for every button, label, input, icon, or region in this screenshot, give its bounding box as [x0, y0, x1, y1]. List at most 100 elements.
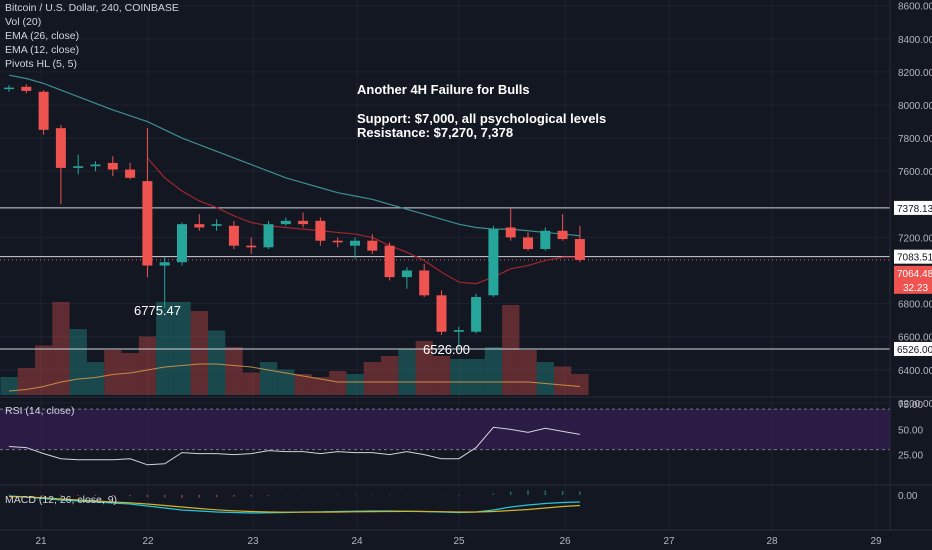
- candle-body: [21, 86, 32, 91]
- rsi-tick: 75.00: [898, 400, 923, 411]
- volume-bar: [450, 359, 468, 395]
- price-tick: 8200.00: [898, 68, 932, 79]
- annotation-title: Another 4H Failure for Bulls: [357, 82, 530, 97]
- candle-body: [38, 91, 49, 130]
- volume-bar: [69, 329, 87, 395]
- volume-bar: [190, 311, 208, 395]
- volume-bar: [484, 347, 503, 395]
- candle-body: [523, 237, 533, 249]
- time-tick: 24: [351, 536, 363, 547]
- candle-body: [540, 230, 551, 249]
- candle-body: [142, 181, 153, 266]
- level-tag-bg: [894, 200, 932, 215]
- ema26-line: [8, 74, 580, 237]
- pivot-low-label-2: 6526.00: [423, 342, 470, 357]
- time-tick: 28: [766, 536, 778, 547]
- time-tick: 25: [453, 536, 465, 547]
- candle-body: [453, 330, 464, 332]
- last-price-tag-bg: [894, 265, 932, 294]
- candle-body: [505, 227, 516, 238]
- indicator-pivots[interactable]: Pivots HL (5, 5): [5, 58, 77, 70]
- price-axis: 8600.00 8400.00 8200.00 8000.00 7800.00 7600.…: [0, 0, 932, 531]
- price-tick: 6200.00: [898, 399, 932, 410]
- candle-body: [315, 220, 326, 241]
- candle-body: [177, 224, 187, 263]
- candle-body: [125, 169, 136, 178]
- candle-body: [367, 240, 378, 251]
- volume-bar: [138, 336, 157, 395]
- level-tag-bg: [894, 249, 932, 264]
- candle-body: [211, 224, 222, 226]
- candle-body: [280, 220, 291, 225]
- volume-bar: [0, 377, 18, 395]
- symbol-title: Bitcoin / U.S. Dollar, 240, COINBASE: [5, 2, 179, 14]
- candle-body: [350, 240, 360, 246]
- time-tick: 29: [870, 536, 882, 547]
- volume-ma-line: [8, 363, 580, 392]
- candle-body: [384, 245, 395, 278]
- candle-body: [471, 296, 482, 332]
- candle-body: [419, 270, 430, 296]
- volume-bar: [467, 359, 485, 395]
- volume-bar: [346, 374, 364, 395]
- macd-tick: 0.00: [898, 491, 918, 502]
- time-tick: 23: [247, 536, 259, 547]
- candle-body: [298, 220, 309, 225]
- rsi-band: [0, 409, 890, 450]
- candle-body: [228, 225, 239, 246]
- volume-bar: [536, 362, 554, 395]
- volume-bar: [398, 348, 416, 395]
- volume-bar: [35, 345, 53, 395]
- time-tick: 26: [559, 536, 571, 547]
- candle-body: [90, 164, 101, 167]
- level-tag-bg: [894, 341, 932, 356]
- volume-bar: [208, 330, 226, 395]
- volume-bar: [294, 374, 312, 395]
- volume-bar: [242, 372, 260, 395]
- indicator-ema26[interactable]: EMA (26, close): [5, 30, 80, 42]
- ema12-line: [146, 157, 580, 285]
- volume-bar: [381, 356, 399, 395]
- price-tick: 7600.00: [898, 167, 932, 178]
- candle-body: [332, 240, 343, 243]
- volume-bar: [104, 350, 122, 395]
- volume-bar: [86, 362, 105, 395]
- rsi-tick: 50.00: [898, 425, 923, 436]
- price-tick: 7200.00: [898, 233, 932, 244]
- candle-body: [557, 230, 568, 240]
- volume-bar: [277, 369, 295, 395]
- volume-bar: [329, 371, 347, 395]
- candle-body: [263, 224, 274, 248]
- volume-bar: [502, 305, 520, 395]
- price-tick: 8600.00: [898, 2, 932, 13]
- signal-line: [8, 495, 580, 513]
- annotation-resistance: Resistance: $7,270, 7,378: [357, 125, 514, 140]
- candle-body: [436, 295, 447, 332]
- price-tick: 8400.00: [898, 35, 932, 46]
- volume-bar: [225, 347, 243, 395]
- indicator-vol[interactable]: Vol (20): [5, 16, 42, 28]
- rsi-label[interactable]: RSI (14, close): [5, 405, 75, 417]
- macd-label[interactable]: MACD (12, 26, close, 9): [5, 494, 118, 506]
- volume-bar: [121, 353, 139, 395]
- volume-bar: [363, 362, 381, 395]
- candle-body: [246, 245, 257, 248]
- candle-body: [55, 128, 66, 168]
- price-change-tag-text: 32.23: [903, 283, 928, 294]
- volume-bar: [259, 362, 278, 395]
- candle-body: [488, 229, 499, 296]
- candle-body: [401, 270, 412, 278]
- ema-lines: [8, 74, 580, 285]
- volume-bars: [0, 302, 589, 395]
- time-axis: 21 22 23 24 25 26 27 28 29: [35, 536, 882, 547]
- annotation-support: Support: $7,000, all psychological level…: [357, 111, 607, 126]
- candle-body: [574, 239, 585, 260]
- rsi-tick: 25.00: [898, 451, 923, 462]
- volume-bar: [432, 356, 451, 395]
- indicator-ema12[interactable]: EMA (12, close): [5, 44, 80, 56]
- candle-body: [194, 224, 205, 228]
- candle-body: [107, 162, 118, 170]
- volume-bar: [311, 377, 330, 395]
- rsi-panel: 75.00 50.00 25.00: [0, 400, 923, 466]
